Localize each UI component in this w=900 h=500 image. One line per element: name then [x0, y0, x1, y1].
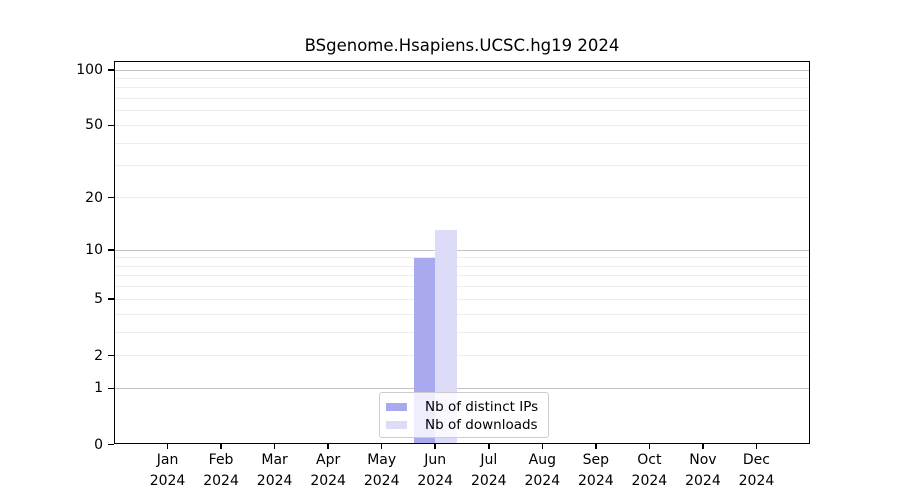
x-tick-year: 2024	[256, 473, 293, 489]
x-tick-month: Jun	[424, 452, 447, 468]
legend-swatch-distinct-ips	[386, 403, 407, 411]
y-gridline-minor	[114, 355, 810, 356]
x-tick-month: Apr	[316, 452, 341, 468]
legend-swatch-downloads	[386, 421, 407, 429]
y-tick	[108, 298, 114, 300]
x-tick-year: 2024	[203, 473, 239, 489]
chart-title: BSgenome.Hsapiens.UCSC.hg19 2024	[304, 36, 620, 55]
y-tick	[108, 196, 114, 199]
x-tick	[488, 443, 490, 449]
x-tick	[220, 443, 222, 449]
y-gridline-minor	[114, 286, 810, 288]
x-tick-label: Mar 2024	[235, 450, 315, 492]
x-tick	[380, 443, 383, 449]
y-tick-label: 0	[94, 436, 103, 453]
x-tick-month: Aug	[528, 452, 556, 468]
y-tick-label: 2	[94, 347, 103, 364]
y-gridline-minor	[114, 124, 810, 126]
y-tick-label: 10	[85, 242, 103, 259]
y-gridline-minor	[114, 313, 810, 315]
x-tick-month: Mar	[261, 452, 288, 468]
x-tick-label: Sep 2024	[556, 450, 636, 492]
plot-area	[114, 61, 810, 444]
x-tick-year: 2024	[578, 473, 614, 489]
y-gridline-minor	[114, 257, 810, 259]
y-gridline-minor	[114, 77, 810, 79]
x-tick	[434, 443, 436, 449]
y-gridline-minor	[114, 275, 810, 277]
x-tick-label: Jun 2024	[395, 450, 475, 492]
x-tick-label: Dec 2024	[716, 450, 796, 492]
x-tick-year: 2024	[363, 473, 400, 489]
y-gridline-major	[114, 387, 810, 389]
y-gridline-major	[114, 249, 810, 251]
y-gridline-minor	[114, 197, 810, 199]
y-gridline-minor	[114, 87, 810, 89]
x-tick-month: Jul	[480, 452, 498, 468]
y-tick-label: 1	[94, 380, 103, 397]
x-tick-month: Feb	[208, 452, 234, 468]
x-tick	[541, 443, 544, 449]
x-tick-year: 2024	[149, 473, 186, 489]
y-tick	[108, 387, 114, 390]
x-tick	[702, 443, 704, 449]
y-gridline-minor	[114, 331, 810, 333]
y-tick	[108, 69, 114, 71]
x-tick-month: May	[367, 452, 397, 468]
legend-label-downloads: Nb of downloads	[425, 417, 538, 433]
legend-item-downloads: Nb of downloads	[386, 416, 538, 434]
x-tick-month: Jan	[156, 452, 179, 468]
x-tick-year: 2024	[310, 473, 346, 489]
x-tick-year: 2024	[738, 473, 775, 489]
bar-downloads	[435, 230, 457, 444]
legend: Nb of distinct IPs Nb of downloads	[379, 392, 550, 438]
x-tick-label: Nov 2024	[663, 450, 743, 492]
x-tick-year: 2024	[685, 473, 721, 489]
x-tick-month: Dec	[742, 452, 770, 468]
y-gridline-minor	[114, 98, 810, 100]
x-tick	[166, 443, 169, 449]
y-tick	[108, 249, 114, 251]
x-tick-label: Jul 2024	[449, 450, 529, 492]
x-tick	[648, 443, 651, 449]
x-tick-year: 2024	[631, 473, 668, 489]
x-tick-label: Feb 2024	[181, 450, 261, 492]
y-gridline-minor	[114, 142, 810, 144]
y-tick-label: 100	[76, 62, 103, 78]
x-tick	[273, 443, 276, 449]
x-tick	[327, 443, 329, 449]
x-tick-label: Apr 2024	[288, 450, 368, 492]
y-tick-label: 20	[85, 189, 103, 206]
y-gridline-minor	[114, 265, 810, 267]
x-tick-label: Aug 2024	[502, 450, 582, 492]
y-tick-label: 5	[94, 291, 103, 308]
legend-label-distinct-ips: Nb of distinct IPs	[425, 399, 539, 415]
x-tick-month: Sep	[582, 452, 610, 468]
x-tick-year: 2024	[417, 473, 454, 489]
x-tick-month: Oct	[637, 452, 662, 468]
y-gridline-major	[114, 69, 810, 71]
y-gridline-minor	[114, 298, 810, 300]
x-tick-label: May 2024	[342, 450, 422, 492]
y-tick	[108, 354, 114, 357]
y-gridline-minor	[114, 165, 810, 167]
x-tick	[595, 443, 597, 449]
y-gridline-minor	[114, 110, 810, 112]
y-tick-label: 50	[85, 117, 103, 134]
y-tick	[108, 124, 114, 127]
y-tick	[108, 443, 114, 446]
x-tick-month: Nov	[689, 452, 717, 468]
x-tick-year: 2024	[524, 473, 561, 489]
x-tick-label: Jan 2024	[128, 450, 208, 492]
x-tick-label: Oct 2024	[609, 450, 689, 492]
x-tick-year: 2024	[470, 473, 507, 489]
x-tick	[755, 443, 758, 449]
legend-item-distinct-ips: Nb of distinct IPs	[386, 398, 538, 416]
